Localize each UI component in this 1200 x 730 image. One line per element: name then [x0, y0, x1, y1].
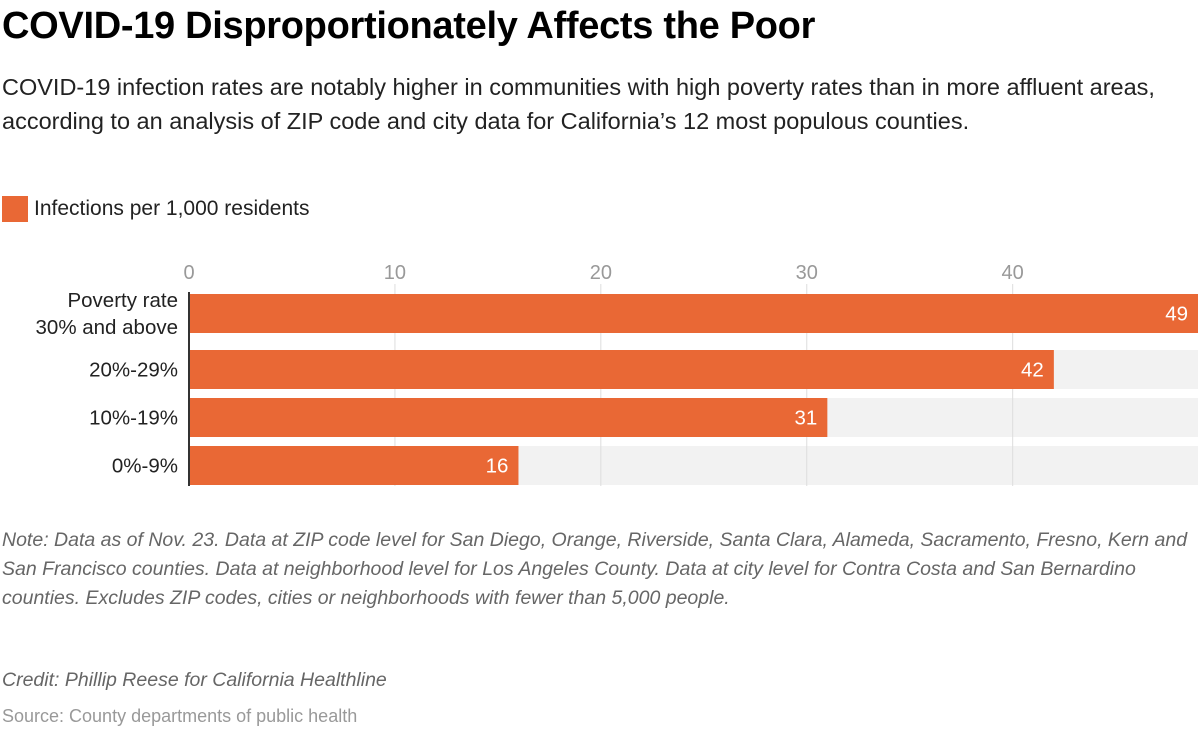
chart-credit: Credit: Phillip Reese for California Hea… [2, 669, 387, 691]
legend: Infections per 1,000 residents [2, 196, 310, 222]
chart-note: Note: Data as of Nov. 23. Data at ZIP co… [2, 529, 1188, 609]
x-tick-label-10: 10 [384, 262, 406, 284]
bar-1 [189, 350, 1054, 389]
bar-3 [189, 446, 519, 485]
category-label-1: 20%-29% [89, 359, 178, 382]
category-label-2: 10%-19% [89, 407, 178, 430]
legend-swatch [2, 196, 28, 222]
category-label-3: 0%-9% [112, 455, 178, 478]
data-label-0: 49 [1165, 303, 1188, 326]
chart-subtitle: COVID-19 infection rates are notably hig… [2, 74, 1155, 134]
legend-label: Infections per 1,000 residents [34, 197, 310, 220]
x-tick-label-40: 40 [1002, 262, 1024, 284]
x-tick-label-30: 30 [796, 262, 818, 284]
bar-chart: 0 10 20 30 40 49 Poverty rate 30% and above 42 20… [36, 262, 1198, 486]
chart-title: COVID-19 Disproportionately Affects the … [2, 5, 816, 47]
data-label-2: 31 [795, 407, 818, 430]
x-tick-label-20: 20 [590, 262, 612, 284]
category-label-0-0: Poverty rate [67, 289, 178, 312]
x-tick-label-0: 0 [183, 262, 194, 284]
category-label-0-1: 30% and above [36, 316, 178, 339]
bar-0 [189, 294, 1198, 333]
data-label-3: 16 [486, 455, 509, 478]
chart-source: Source: County departments of public hea… [2, 706, 358, 726]
data-label-1: 42 [1021, 359, 1044, 382]
bar-2 [189, 398, 828, 437]
